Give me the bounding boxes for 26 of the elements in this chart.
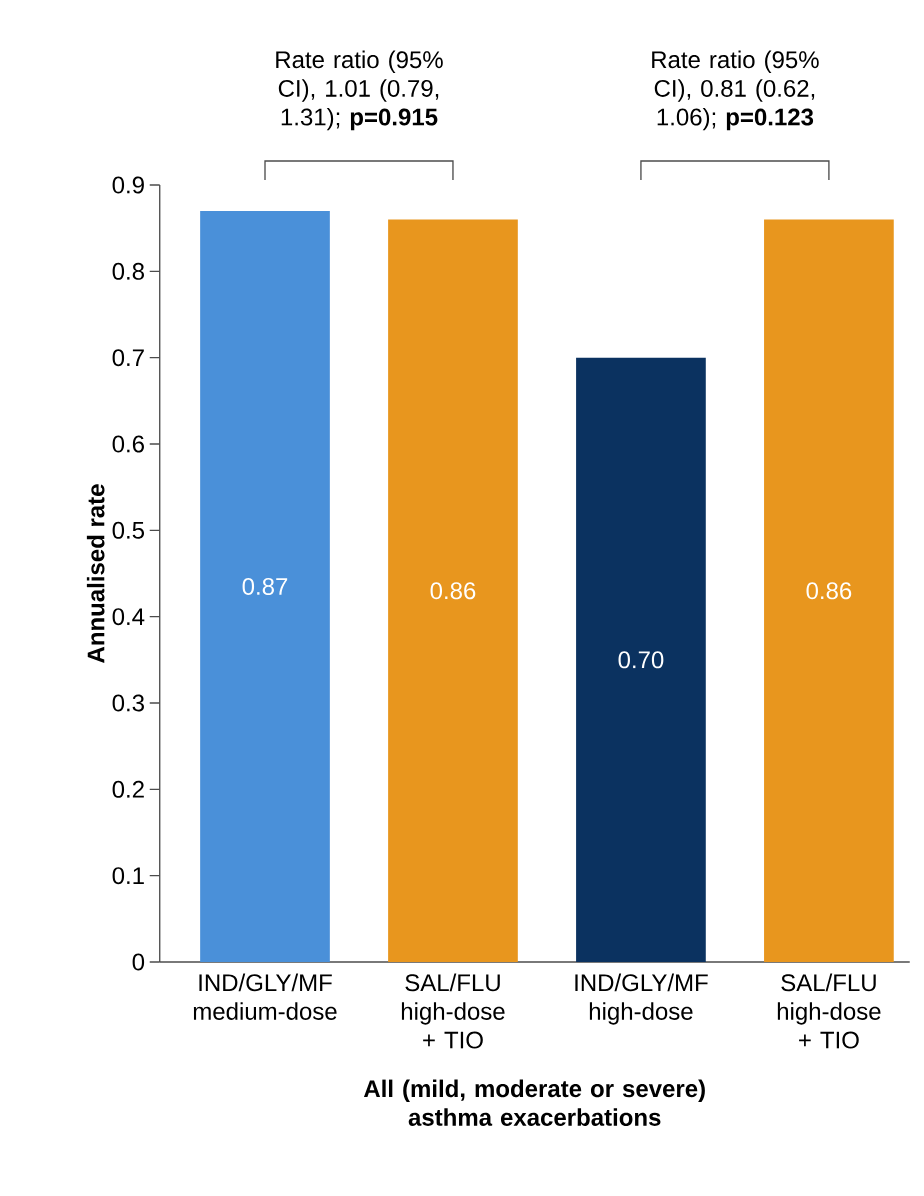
x-tick-label: IND/GLY/MF medium-dose — [193, 973, 337, 1020]
bar — [388, 219, 518, 962]
text: Rate ratio (95% CI), 1.01 (0.79, 1.31); p=0.915 — [276, 50, 443, 131]
data-label: 0.86 — [806, 582, 852, 600]
data-label: 0.70 — [618, 651, 664, 669]
y-tick-label: 0.3 — [112, 694, 144, 712]
data-label: 0.86 — [430, 582, 476, 600]
text: Rate ratio (95% CI), 0.81 (0.62, 1.06); p=0.123 — [652, 50, 819, 131]
bar — [764, 219, 894, 962]
y-tick-label: 0.8 — [112, 262, 144, 280]
y-axis-title: Annualised rate — [86, 484, 105, 663]
bar — [200, 210, 330, 962]
y-tick-label: 0.1 — [112, 867, 144, 885]
y-tick-label: 0.6 — [112, 435, 144, 453]
x-tick-label: SAL/FLU high-dose + TIO — [777, 973, 881, 1049]
bar — [576, 357, 706, 962]
y-tick-label: 0.7 — [112, 349, 144, 367]
y-tick-label: 0.2 — [112, 780, 144, 798]
y-tick-label: 0.5 — [112, 521, 145, 539]
x-tick-label: IND/GLY/MF high-dose — [575, 973, 708, 1025]
y-tick-label: 0.4 — [112, 608, 145, 626]
y-tick-label: 0 — [132, 953, 145, 971]
data-label: 0.87 — [242, 577, 288, 595]
y-tick-label: 0.9 — [112, 176, 144, 194]
x-axis-title: All (mild, moderate or severe) asthma exacerbations — [363, 1079, 705, 1126]
x-tick-label: SAL/FLU high-dose + TIO — [401, 973, 505, 1049]
